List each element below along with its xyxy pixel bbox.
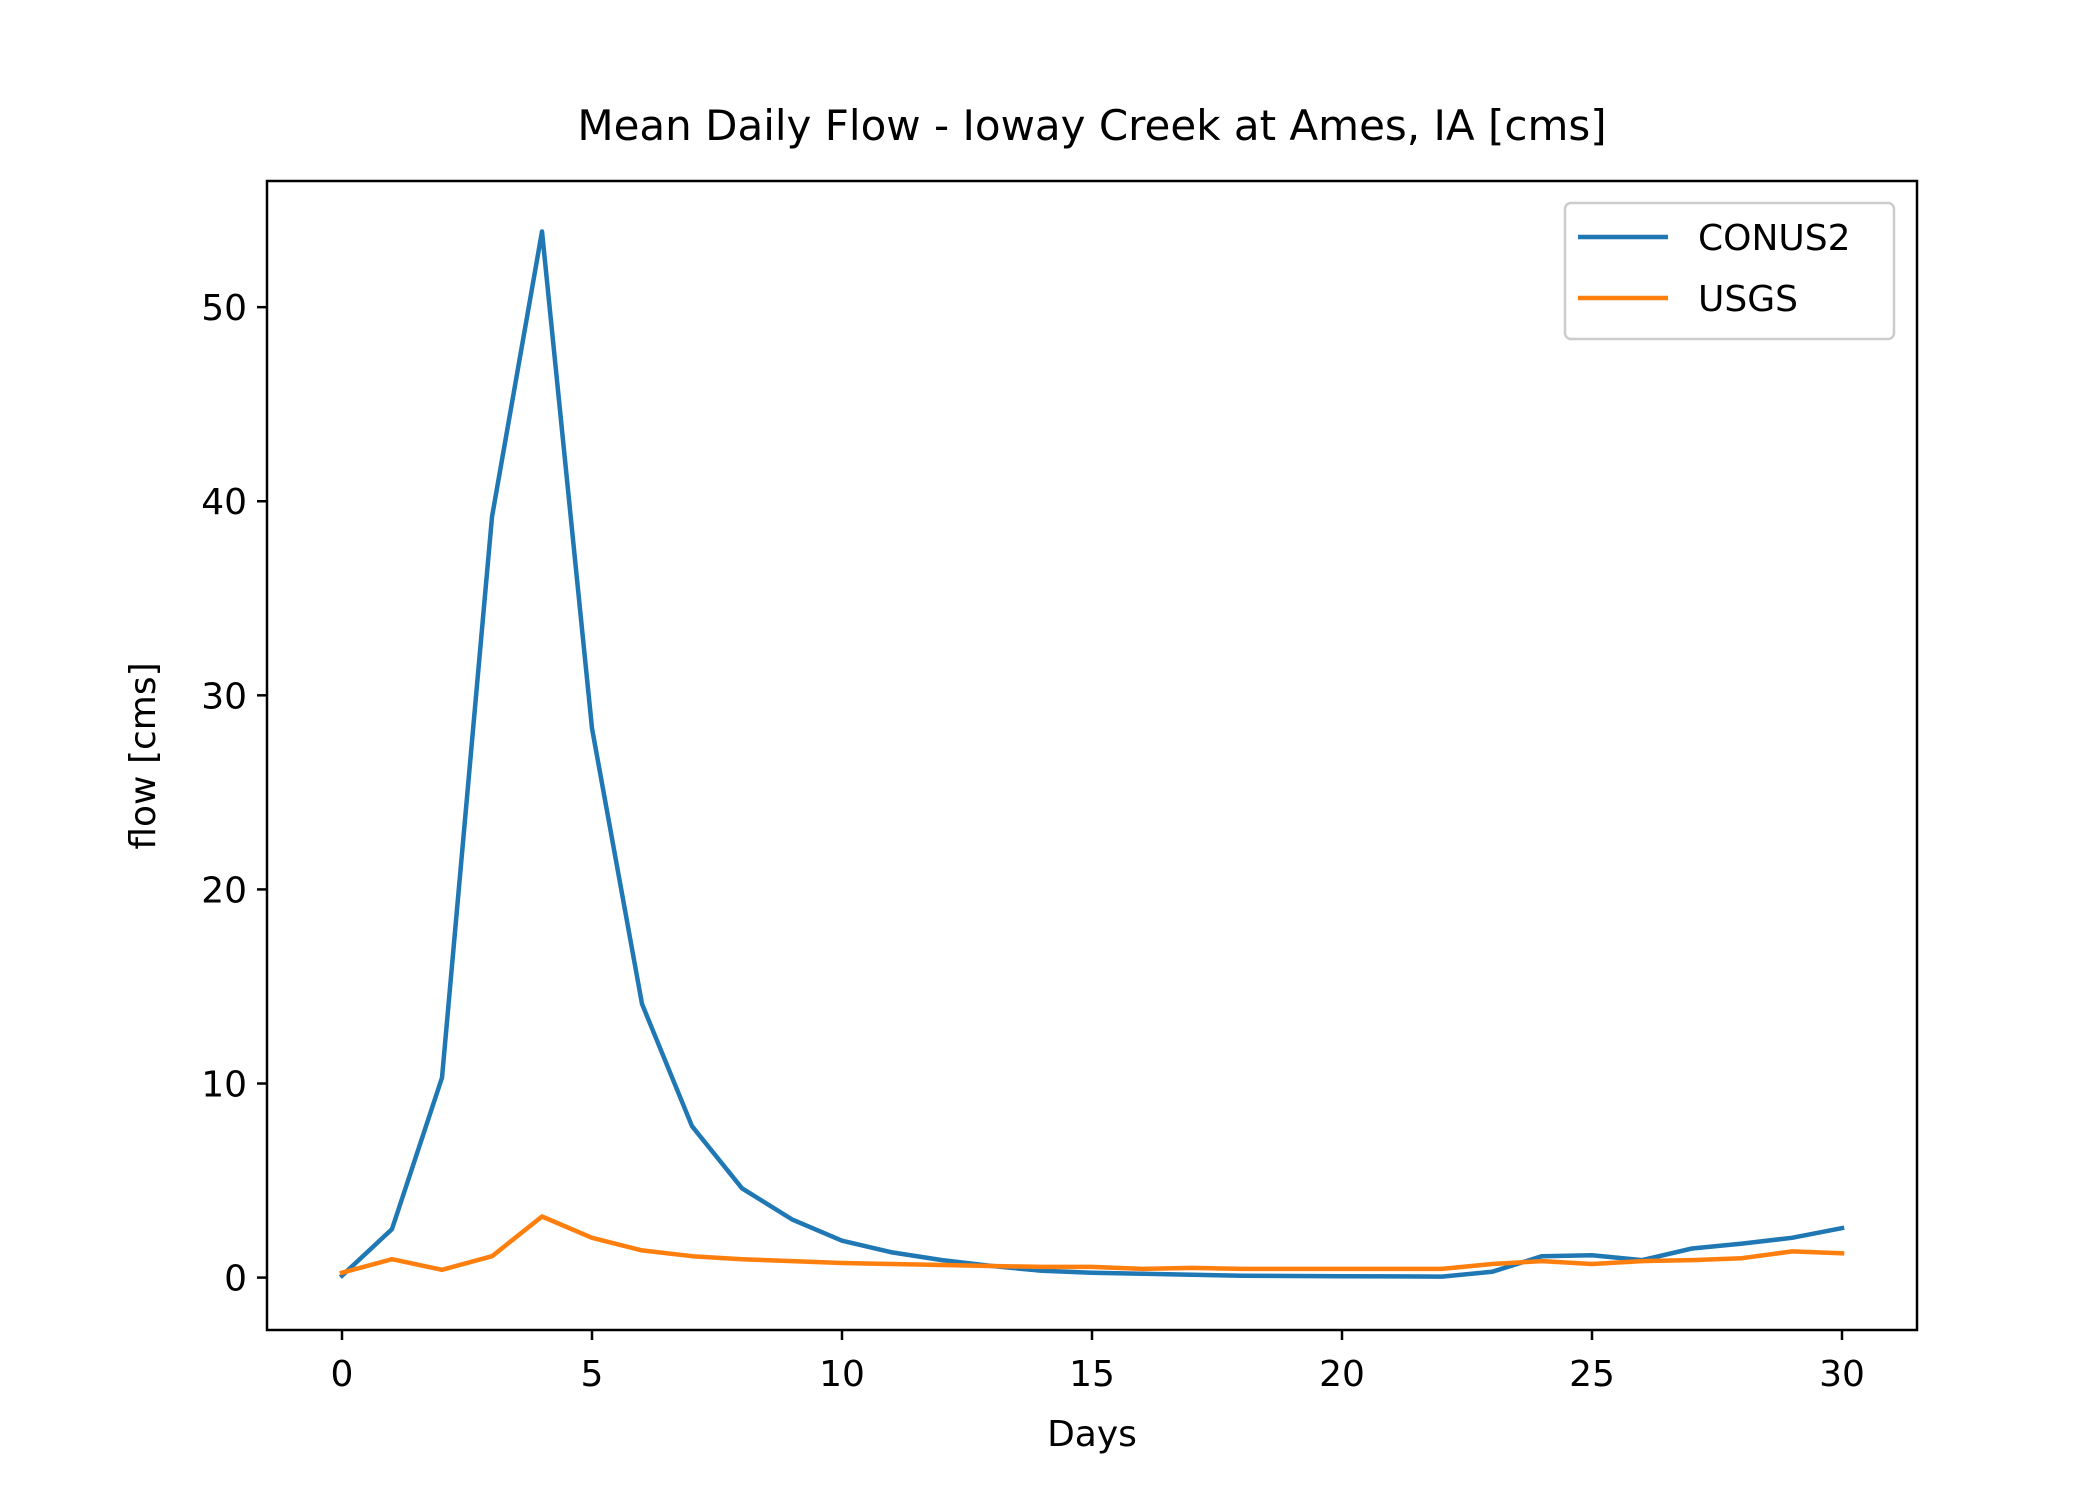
y-tick-label: 40	[201, 482, 247, 523]
y-axis-label: flow [cms]	[123, 662, 164, 849]
plot-area	[338, 229, 1845, 1279]
legend-label-conus2: CONUS2	[1698, 218, 1851, 259]
y-tick-label: 0	[224, 1259, 247, 1300]
y-tick-label: 20	[201, 870, 247, 911]
x-axis-label: Days	[1047, 1414, 1137, 1455]
legend: CONUS2 USGS	[1563, 201, 1896, 341]
x-tick-label: 20	[1319, 1354, 1365, 1395]
x-tick-label: 0	[331, 1354, 354, 1395]
x-tick-label: 15	[1069, 1354, 1115, 1395]
series-line-conus2	[338, 229, 1845, 1279]
chart-title: Mean Daily Flow - Ioway Creek at Ames, I…	[577, 101, 1606, 150]
x-tick-label: 10	[819, 1354, 865, 1395]
y-tick-label: 50	[201, 288, 247, 329]
x-tick-label: 5	[581, 1354, 604, 1395]
x-tick-label: 30	[1819, 1354, 1865, 1395]
y-tick-label: 10	[201, 1065, 247, 1106]
legend-label-usgs: USGS	[1698, 279, 1798, 320]
series-line-usgs	[339, 1214, 1845, 1276]
tick-layer: 0 5 10 15 20 25 30 0 10 20 30 40 50	[201, 288, 1865, 1395]
x-tick-label: 25	[1569, 1354, 1615, 1395]
y-tick-label: 30	[201, 676, 247, 717]
